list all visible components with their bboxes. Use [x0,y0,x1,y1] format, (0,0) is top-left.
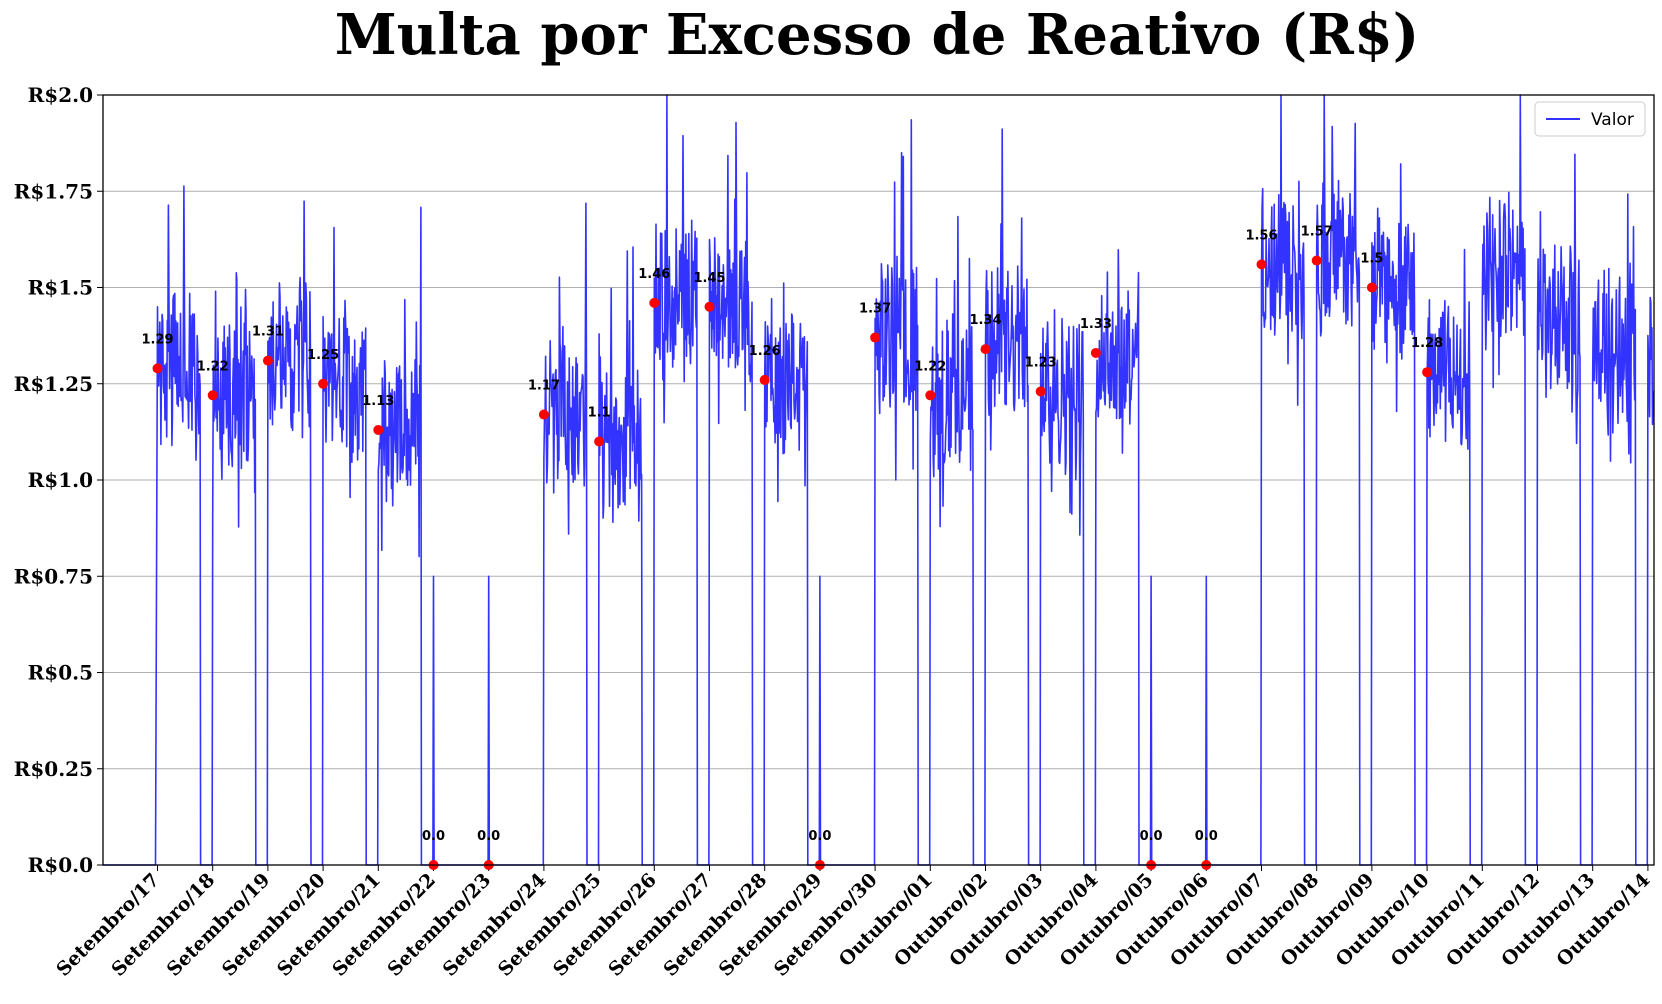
data-label: 1.13 [362,394,394,409]
y-tick-label: R$2.0 [28,83,93,107]
y-tick-label: R$1.0 [28,468,93,492]
data-label: 1.29 [141,332,173,347]
data-label: 0.0 [1195,829,1218,844]
data-point [870,332,881,343]
data-label: 1.22 [914,359,946,374]
data-point [1090,347,1101,358]
data-label: 1.34 [969,313,1001,328]
data-label: 1.26 [749,344,781,359]
data-label: 1.23 [1025,355,1057,370]
data-point [759,374,770,385]
data-point [373,424,384,435]
plot-frame [102,94,1655,866]
data-label: 1.31 [252,325,284,340]
data-point [704,301,715,312]
data-label: 1.37 [859,302,891,317]
data-point [262,355,273,366]
data-point [318,378,329,389]
y-tick-label: R$1.25 [14,372,93,396]
data-label: 1.56 [1245,228,1277,243]
y-tick-label: R$0.0 [28,853,93,877]
data-point [925,390,936,401]
x-axis: Setembro/17Setembro/18Setembro/19Setembr… [52,865,1654,981]
series-line-valor [103,94,1655,866]
data-point [207,390,218,401]
data-label: 1.22 [197,359,229,374]
y-tick-label: R$1.75 [14,179,93,203]
data-label: 0.0 [1140,829,1163,844]
y-tick-label: R$0.75 [14,564,93,588]
data-label: 0.0 [422,829,445,844]
chart-title: Multa por Excesso de Reativo (R$) [335,2,1420,68]
data-point [152,363,163,374]
legend-box [1534,101,1646,137]
legend: Valor [1534,101,1646,137]
data-label: 1.28 [1411,336,1443,351]
data-label: 0.0 [477,829,500,844]
data-point [1311,255,1322,266]
grid-lines [103,94,1654,866]
data-point [1256,259,1267,270]
data-point [649,297,660,308]
data-label: 1.45 [693,271,725,286]
data-label: 1.25 [307,348,339,363]
data-label: 1.33 [1080,317,1112,332]
data-point [1366,282,1377,293]
data-labels: 1.29 1.22 1.31 1.25 1.13 0.0 0.0 1.17 1.1 1.46 1.4… [141,225,1443,844]
data-point [594,436,605,447]
plot-area [103,94,1655,866]
y-tick-label: R$0.25 [14,757,93,781]
daily-markers [152,255,1433,870]
y-tick-label: R$1.5 [28,276,93,300]
data-point [980,344,991,355]
y-axis: R$0.0 R$0.25 R$0.5 R$0.75 R$1.0 R$1.25 R$1.5 R$… [14,83,103,877]
data-label: 0.0 [808,829,831,844]
data-label: 1.46 [638,267,670,282]
data-point [1422,367,1433,378]
data-label: 1.17 [528,379,560,394]
legend-label: Valor [1591,110,1634,130]
data-label: 1.1 [588,406,611,421]
data-point [1035,386,1046,397]
y-tick-label: R$0.5 [28,661,93,685]
data-label: 1.57 [1301,225,1333,240]
data-point [538,409,549,420]
data-label: 1.5 [1360,252,1383,267]
